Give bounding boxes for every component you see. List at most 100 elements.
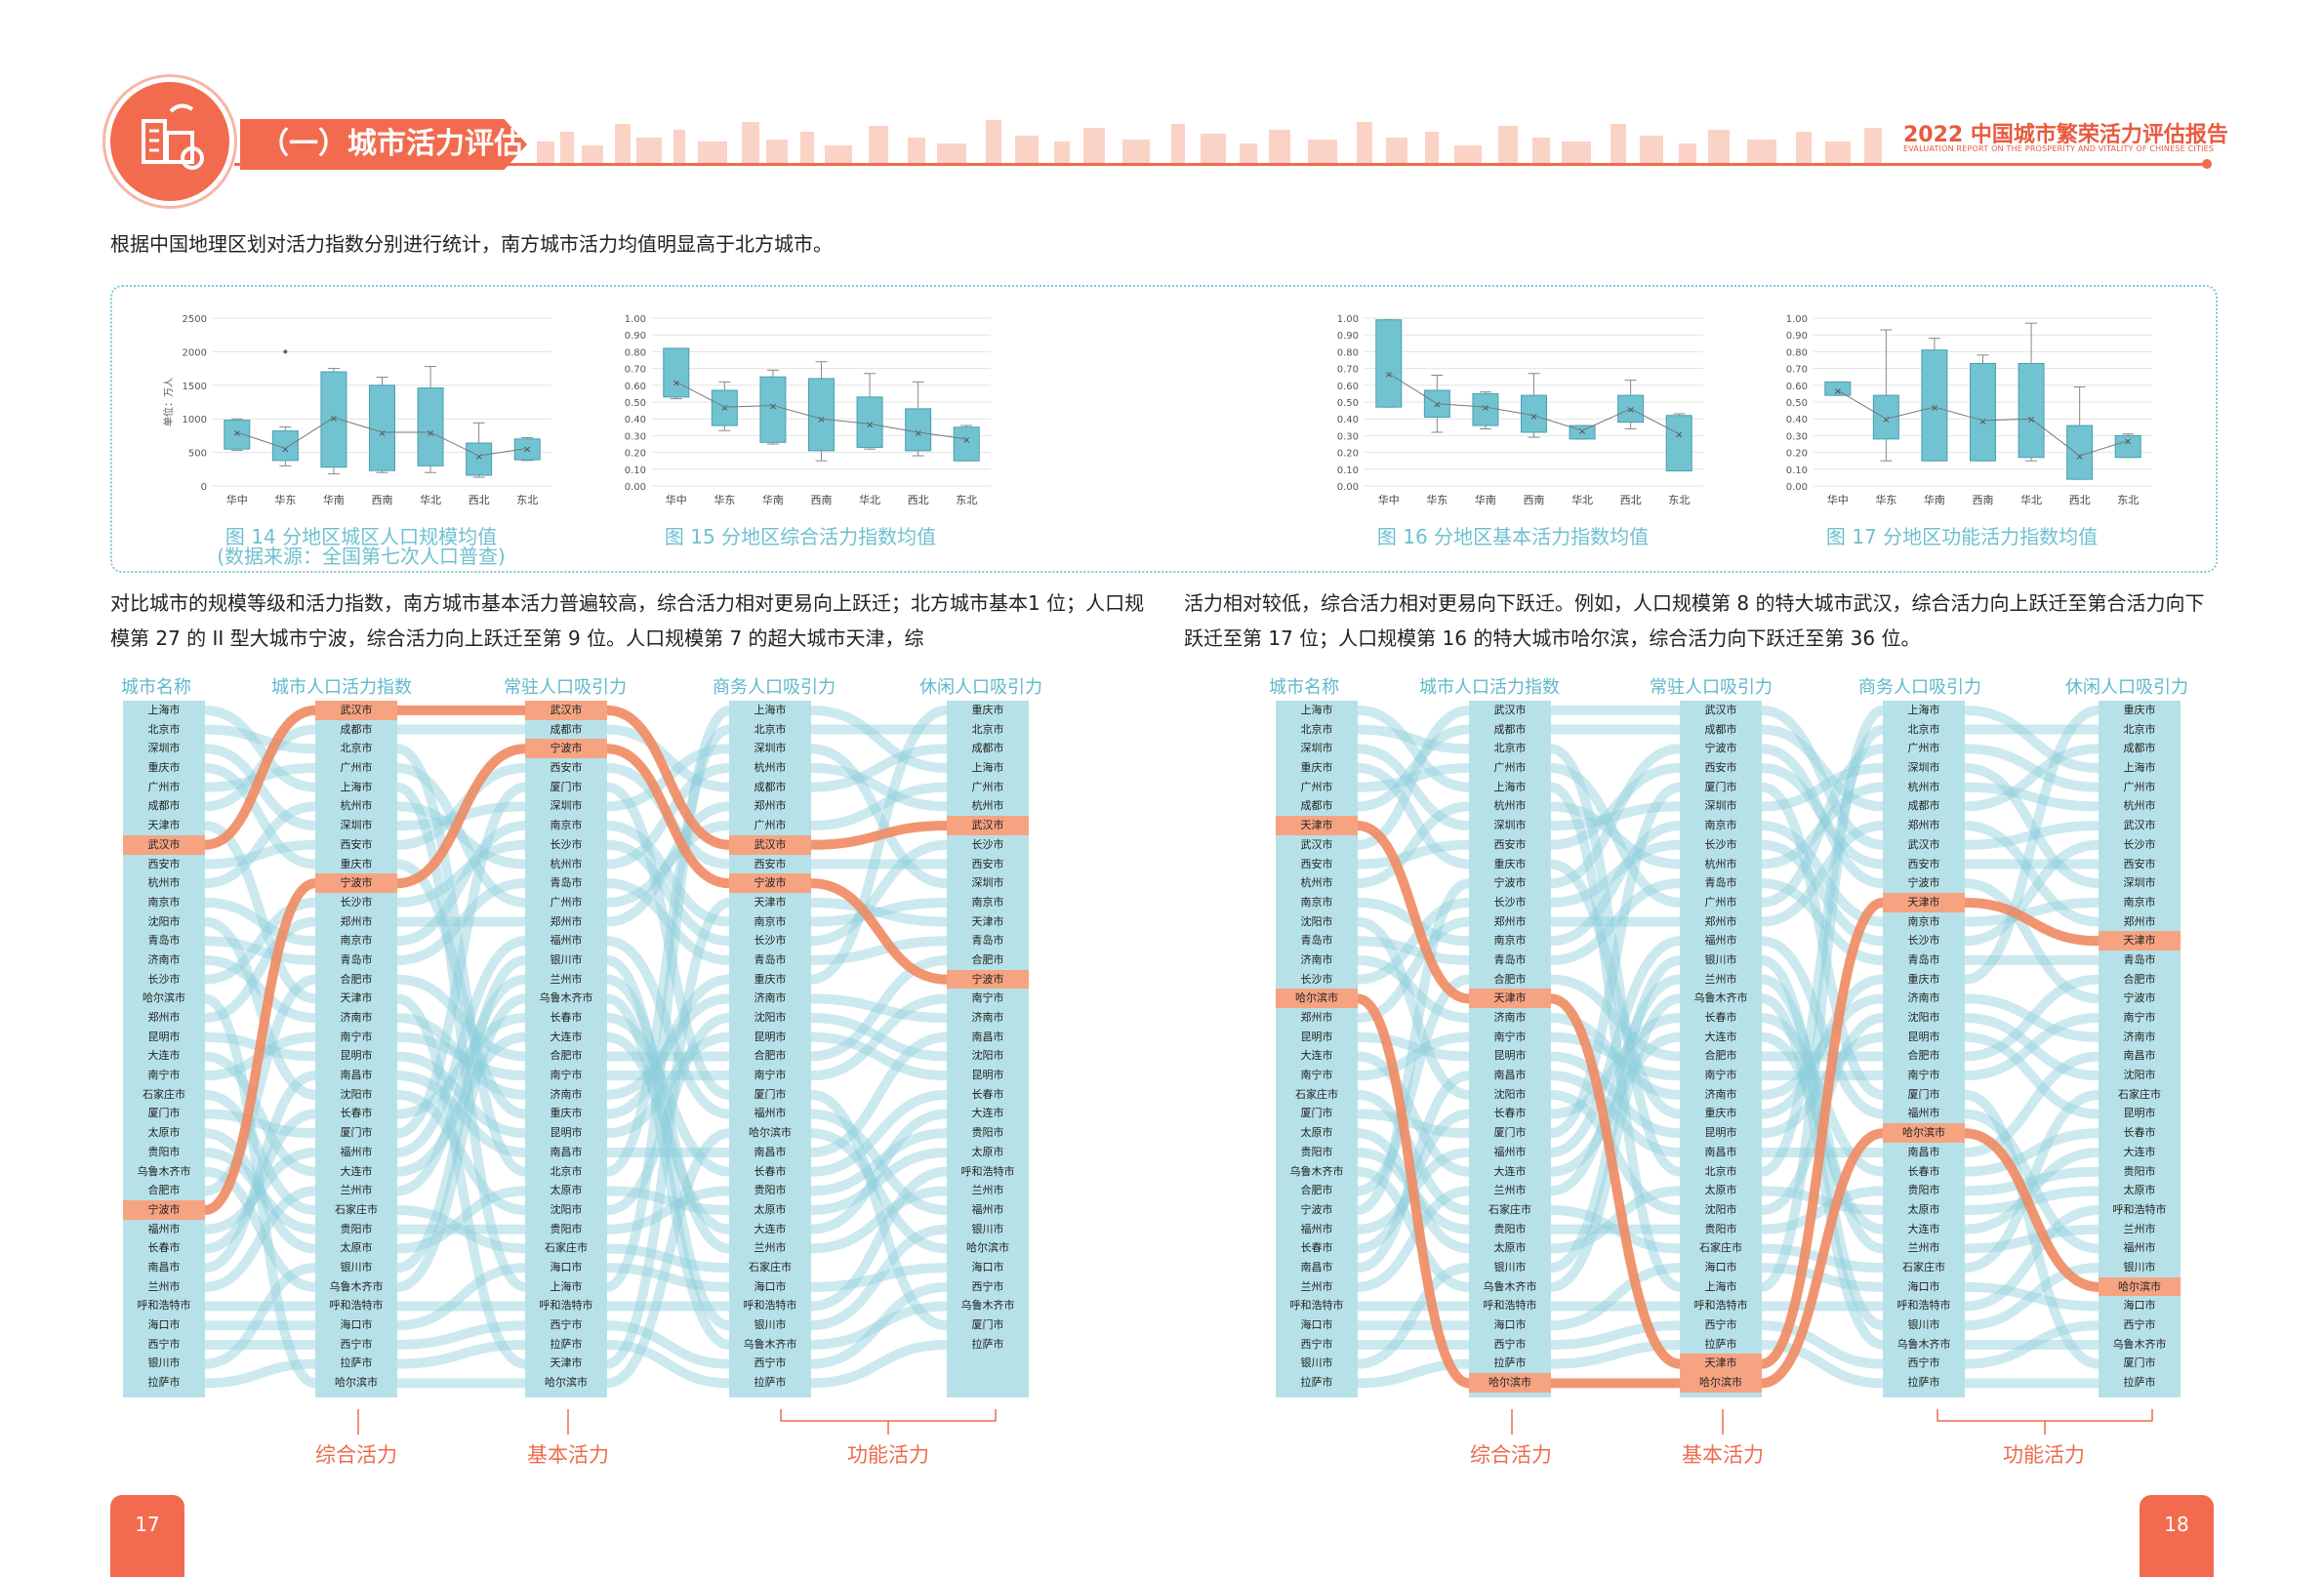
city-cell: 杭州市 bbox=[1907, 780, 1940, 793]
city-cell: 西宁市 bbox=[1493, 1337, 1527, 1351]
city-cell: 济南市 bbox=[340, 1011, 373, 1024]
x-tick-label: 西南 bbox=[1524, 494, 1545, 506]
city-cell: 武汉市 bbox=[1493, 704, 1527, 716]
flow-line bbox=[204, 1263, 316, 1369]
city-cell: 厦门市 bbox=[2123, 1356, 2156, 1370]
city-cell: 哈尔滨市 bbox=[545, 1376, 588, 1390]
flow-line bbox=[810, 897, 948, 927]
x-tick-label: 华中 bbox=[1827, 493, 1849, 506]
city-cell: 大连市 bbox=[340, 1164, 373, 1178]
city-cell: 杭州市 bbox=[2123, 799, 2156, 813]
city-cell: 合肥市 bbox=[1704, 1049, 1737, 1063]
flow-line bbox=[810, 1281, 948, 1369]
bracket-lines bbox=[357, 1409, 2153, 1435]
paragraph-right: 活力相对较低，综合活力相对更易向下跃迁。例如，人口规模第 8 的特大城市武汉，综… bbox=[1184, 591, 2205, 650]
city-cell: 兰州市 bbox=[754, 1241, 787, 1255]
x-tick-label: 华东 bbox=[1426, 493, 1447, 506]
flow-line bbox=[1964, 782, 2100, 812]
city-cell: 成都市 bbox=[754, 780, 787, 793]
city-cell: 南昌市 bbox=[1493, 1069, 1527, 1082]
y-tick-label: 0.70 bbox=[1786, 365, 1808, 376]
y-tick-label: 0.50 bbox=[625, 398, 646, 409]
flow-line bbox=[1357, 801, 1470, 889]
city-cell: 武汉市 bbox=[315, 701, 397, 720]
city-cell: 北京市 bbox=[147, 722, 181, 736]
right-col-resident: 武汉市 成都市 宁波市 西安市 厦门市 深圳市 南京市 长沙市 杭州市 青岛市 广州市 郑州市 福州市银… bbox=[1680, 701, 1762, 1397]
city-cell: 乌鲁木齐市 bbox=[743, 1337, 797, 1351]
flow-line bbox=[396, 1071, 526, 1157]
boxplot-population: 2500 2000 1500 1000 500 0 单位：万人 × 华中 × 华东 × 华南 × 西南 × 华北… bbox=[162, 314, 551, 506]
box-华北 bbox=[417, 387, 444, 466]
flow-line bbox=[396, 974, 526, 1196]
city-cell: 广州市 bbox=[1300, 780, 1333, 793]
flow-line bbox=[810, 1031, 948, 1081]
flow-line bbox=[204, 916, 316, 1024]
city-cell: 重庆市 bbox=[1907, 972, 1940, 986]
city-cell: 合肥市 bbox=[2123, 972, 2156, 986]
y-tick-label: 1.00 bbox=[1786, 314, 1808, 325]
label-basic-right: 基本活力 bbox=[1682, 1443, 1764, 1467]
city-cell: 南宁市 bbox=[2123, 1011, 2156, 1024]
flow-line bbox=[1964, 878, 2100, 1004]
city-cell: 深圳市 bbox=[2123, 876, 2156, 890]
city-cell: 哈尔滨市 bbox=[143, 991, 185, 1005]
mean-marker: × bbox=[2075, 452, 2083, 463]
flow-line bbox=[605, 897, 731, 1369]
city-cell: 南宁市 bbox=[340, 1030, 373, 1043]
x-tick-label: 西北 bbox=[908, 494, 929, 506]
flow-line bbox=[1761, 821, 1884, 927]
flow-line bbox=[1760, 782, 1885, 1100]
y-tick-label: 0.10 bbox=[625, 465, 646, 476]
city-cell: 海口市 bbox=[754, 1279, 787, 1293]
flow-line-highlight bbox=[810, 821, 948, 850]
city-cell: 深圳市 bbox=[147, 742, 181, 755]
mean-marker: × bbox=[1482, 403, 1489, 414]
city-cell: 重庆市 bbox=[971, 704, 1004, 716]
city-cell: 郑州市 bbox=[2123, 914, 2156, 928]
y-tick-label: 0.80 bbox=[1337, 347, 1359, 358]
city-cell: 海口市 bbox=[147, 1318, 181, 1331]
flow-line bbox=[1357, 954, 1470, 1024]
city-cell: 杭州市 bbox=[340, 799, 373, 813]
label-comprehensive-right: 综合活力 bbox=[1470, 1443, 1552, 1467]
city-cell: 济南市 bbox=[1493, 1011, 1527, 1024]
flow-line bbox=[606, 821, 730, 927]
flow-line bbox=[204, 1128, 316, 1254]
city-cell: 兰州市 bbox=[971, 1184, 1004, 1197]
city-cell: 长春市 bbox=[971, 1087, 1004, 1101]
city-cell: 海口市 bbox=[1907, 1279, 1940, 1293]
flow-line bbox=[395, 993, 527, 1369]
city-cell: 大连市 bbox=[2123, 1145, 2156, 1158]
flow-line bbox=[1761, 744, 1884, 889]
box-西北 bbox=[2066, 425, 2094, 480]
city-cell: 北京市 bbox=[1300, 722, 1333, 736]
flow-line bbox=[606, 1031, 730, 1234]
flow-line bbox=[1761, 1031, 1884, 1139]
flow-line bbox=[203, 993, 317, 1389]
y-tick-label: 0.40 bbox=[1786, 415, 1808, 425]
city-cell: 呼和浩特市 bbox=[329, 1299, 384, 1313]
flow-line bbox=[1357, 1051, 1470, 1177]
city-cell: 银川市 bbox=[754, 1318, 787, 1331]
city-cell: 深圳市 bbox=[971, 876, 1004, 890]
city-cell: 太原市 bbox=[1300, 1126, 1333, 1140]
flow-line-highlight bbox=[1356, 993, 1471, 1389]
city-cell: 贵阳市 bbox=[147, 1145, 181, 1158]
city-cell: 杭州市 bbox=[1493, 799, 1527, 813]
label-basic-left: 基本活力 bbox=[527, 1443, 609, 1467]
city-cell: 青岛市 bbox=[147, 934, 181, 948]
city-cell: 贵阳市 bbox=[340, 1222, 373, 1235]
y-tick-label: 1500 bbox=[183, 382, 207, 392]
caption-fig15: 图 15 分地区综合活力指数均值 bbox=[664, 525, 937, 548]
city-cell: 天津市 bbox=[1883, 892, 1965, 912]
flow-line bbox=[204, 1166, 316, 1292]
flow-line bbox=[1550, 974, 1681, 1196]
x-tick-label: 西南 bbox=[811, 494, 833, 506]
city-cell: 乌鲁木齐市 bbox=[1693, 991, 1748, 1005]
right-flow-lines bbox=[1356, 705, 2100, 1389]
flow-line bbox=[204, 705, 316, 792]
caption-fig14: 图 14 分地区城区人口规模均值 bbox=[224, 525, 498, 548]
city-cell: 呼和浩特市 bbox=[539, 1299, 593, 1313]
right-col-city: 上海市 北京市 深圳市 重庆市 广州市 成都市 天津市 武汉市 西安市 杭州市 南京市 沈阳市 青岛市济… bbox=[1276, 701, 1358, 1397]
city-cell: 西安市 bbox=[1907, 857, 1940, 870]
